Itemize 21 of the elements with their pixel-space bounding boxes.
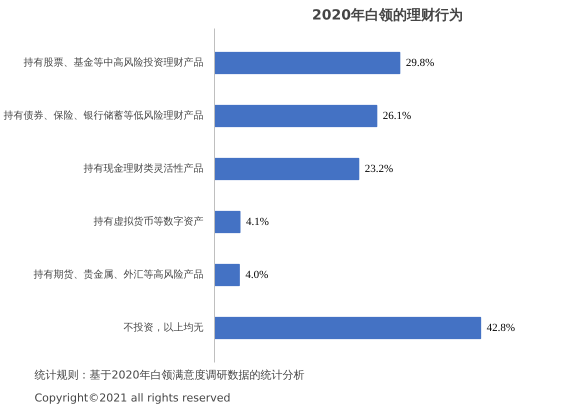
data-label: 26.1%: [382, 110, 412, 122]
bar: [214, 316, 482, 340]
chart-title: 2020年白领的理财行为: [312, 8, 463, 24]
y-tick-label: 持有债券、保险、银行储蓄等低风险理财产品: [4, 109, 204, 122]
data-label: 23.2%: [364, 162, 394, 175]
bar: [214, 52, 400, 74]
data-label: 29.8%: [406, 56, 434, 69]
bar: [214, 210, 240, 234]
bar: [214, 104, 378, 128]
y-tick-label: 不投资，以上均无: [124, 322, 204, 334]
text: Copyright©2021 all rights reserved: [34, 392, 230, 404]
text: 统计规则：基于2020年白领满意度调研数据的统计分析: [34, 368, 304, 382]
data-label: 42.8%: [486, 322, 516, 334]
y-tick-label: 持有虚拟货币等数字资产: [94, 216, 204, 228]
bar: [214, 158, 360, 180]
data-label: 4.0%: [245, 269, 268, 282]
y-tick-label: 持有现金理财类灵活性产品: [84, 162, 204, 174]
data-label: 4.1%: [246, 216, 269, 228]
y-tick-label: 持有期货、贵金属、外汇等高风险产品: [34, 268, 204, 281]
bar: [214, 264, 240, 286]
y-tick-label: 持有股票、基金等中高风险投资理财产品: [24, 56, 204, 68]
